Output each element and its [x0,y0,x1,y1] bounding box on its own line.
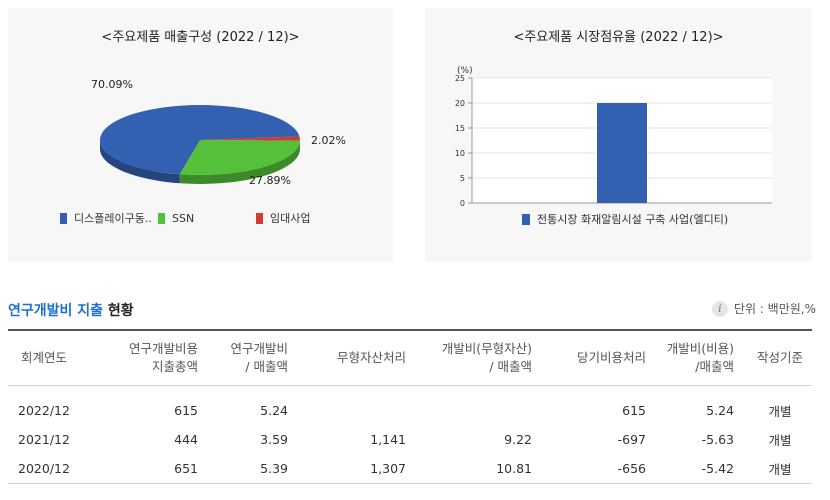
legend-label: 디스플레이구동.. [74,212,152,225]
bar-chart-title: <주요제품 시장점유율 (2022 / 12)> [513,30,724,45]
table-row: 2022/12 615 5.24 615 5.24 개별 [8,386,812,426]
header-basis: 작성기준 [756,350,803,365]
table-cell: 1,141 [370,432,406,447]
legend-label: 임대사업 [270,212,310,225]
table-cell: -656 [546,454,660,484]
pie-slice-ssn [179,140,300,175]
table-cell: -5.63 [701,432,734,447]
y-tick-label: 0 [460,199,465,208]
table-cell: 2020/12 [8,454,80,484]
table-cell: 651 [80,454,212,484]
table-cell: 3.59 [260,432,288,447]
y-tick-label: 25 [455,74,465,83]
table-cell [302,386,420,426]
section-title: 연구개발비 지출 현황 [8,300,134,320]
header-rnd-total: 연구개발비용 지출총액 [128,341,198,374]
header-year: 회계연도 [20,350,67,365]
y-tick-label: 10 [455,149,465,158]
pie-slice-side [100,140,180,184]
table-row: 2021/12 444 3.59 1,141 9.22 -697 -5.63 개별 [8,425,812,454]
y-tick-label: 15 [455,124,465,133]
bar-chart: 0 5 10 15 20 25(%) 전통시장 화재알림시설 구축 사업(엘디티) [455,66,772,226]
pie-chart-title: <주요제품 매출구성 (2022 / 12)> [101,30,300,45]
bar [597,103,647,203]
pie-slice-display [99,105,300,175]
info-icon[interactable]: i [711,300,728,317]
legend-swatch [158,213,165,224]
header-expense-ratio: 개발비(비용) /매출액 [666,341,734,374]
table-cell: 2021/12 [18,432,70,447]
legend-label: SSN [172,212,194,225]
unit-label: i 단위 : 백만원,% [711,300,816,317]
table-cell: -697 [617,432,646,447]
table-cell: 5.24 [260,403,288,418]
table-cell: -5.42 [660,454,748,484]
header-intangible: 무형자산처리 [336,350,406,365]
table-cell: 5.24 [706,403,734,418]
unit-text: 단위 : 백만원,% [733,302,816,316]
pie-chart: 70.09% 27.89% 2.02% 디스플레이구동.. SSN 임대사업 [60,78,346,225]
market-share-panel: <주요제품 시장점유율 (2022 / 12)> 0 5 10 15 20 25 (%) 전통… [425,8,812,262]
pie-slice-side [179,140,300,184]
header-rnd-ratio: 연구개발비 / 매출액 [230,341,288,374]
section-title-accent: 연구개발비 지출 [8,303,104,319]
table-cell: 개별 [748,454,812,484]
table-cell: 1,307 [302,454,420,484]
y-tick-label: 5 [460,174,465,183]
table-cell: 개별 [768,404,792,419]
pie-data-label: 27.89% [249,174,291,187]
rnd-table: 회계연도 연구개발비용 지출총액 연구개발비 / 매출액 무형자산처리 개발비(… [8,329,812,484]
table-cell: 9.22 [504,432,532,447]
legend-swatch [256,213,263,224]
section-title-rest: 현황 [103,303,134,319]
header-intangible-ratio: 개발비(무형자산) / 매출액 [441,341,532,374]
y-tick-label: 20 [455,99,465,108]
table-header-row: 회계연도 연구개발비용 지출총액 연구개발비 / 매출액 무형자산처리 개발비(… [8,330,812,386]
legend-swatch [522,214,530,225]
y-axis-unit: (%) [457,66,473,76]
table-cell [420,386,546,426]
header-expense: 당기비용처리 [576,350,646,365]
sales-composition-panel: <주요제품 매출구성 (2022 / 12)> 70.09% 27.89% 2.02… [8,8,393,262]
table-row: 2020/12 651 5.39 1,307 10.81 -656 -5.42 개별 [8,454,812,484]
pie-slice-rental [200,136,300,141]
table-cell: 개별 [768,433,792,448]
table-cell: 615 [622,403,646,418]
pie-data-label: 70.09% [91,78,133,91]
legend-label: 전통시장 화재알림시설 구축 사업(엘디티) [537,212,728,226]
pie-data-label: 2.02% [311,134,346,147]
legend-swatch [60,213,67,224]
table-cell: 10.81 [420,454,546,484]
table-cell: 444 [174,432,198,447]
table-cell: 615 [174,403,198,418]
table-cell: 5.39 [212,454,302,484]
table-cell: 2022/12 [18,403,70,418]
